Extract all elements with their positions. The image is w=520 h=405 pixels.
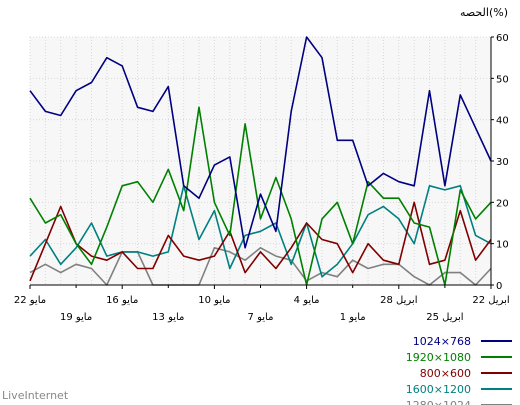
legend-label: 1920×1080 [406, 351, 471, 364]
x-tick-label: 22 مايو [14, 295, 46, 306]
x-tick-label: 16 مايو [106, 295, 138, 306]
y-tick-label: 40 [496, 116, 509, 127]
series-line-800×600 [29, 201, 492, 282]
x-tick-label: 19 مايو [60, 312, 92, 323]
y-axis-label: الحصه(%) [460, 6, 508, 19]
x-tick-label: 13 مايو [152, 312, 184, 323]
x-tick-label: 25 ابريل [426, 312, 463, 323]
x-tick-label: 22 ابريل [472, 295, 509, 306]
x-tick-label: 28 ابريل [380, 295, 417, 306]
y-tick-label: 30 [496, 157, 509, 168]
y-tick-label: 20 [496, 198, 509, 209]
series-line-1600×1200 [29, 185, 492, 278]
legend-label: 800×600 [420, 367, 471, 380]
legend-label: 1024×768 [413, 335, 471, 348]
x-tick-label: 10 مايو [198, 295, 230, 306]
watermark: LiveInternet [2, 389, 69, 402]
legend: 1024×768 1920×1080 800×600 1600×1200 1280×10… [406, 335, 512, 405]
series-lines [29, 36, 492, 286]
y-tick-label: 50 [496, 74, 509, 85]
series-line-1024×768 [29, 36, 492, 249]
y-ticks: 0 10 20 30 40 50 60 [491, 33, 509, 292]
y-tick-label: 0 [496, 281, 502, 292]
y-tick-label: 10 [496, 240, 509, 251]
legend-label: 1600×1200 [406, 383, 471, 396]
x-tick-label: 1 مايو [340, 312, 366, 323]
series-line-1920×1080 [29, 106, 492, 286]
x-tick-label: 4 مايو [294, 295, 320, 306]
y-tick-label: 60 [496, 33, 509, 44]
legend-label: 1280×1024 [406, 399, 471, 405]
x-tick-label: 7 مايو [248, 312, 274, 323]
x-ticks: 22 مايو 16 مايو 10 مايو 4 مايو 28 ابريل 22 اب… [14, 285, 510, 323]
